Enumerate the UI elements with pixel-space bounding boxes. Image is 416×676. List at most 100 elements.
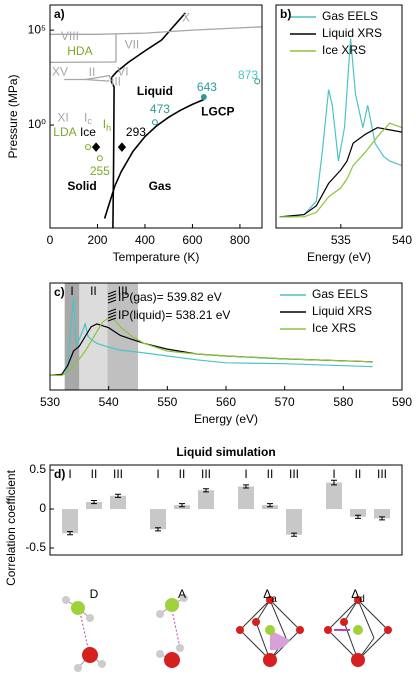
atom-center [353,625,363,635]
group-label: I [332,467,335,481]
spectrum-line [50,317,373,376]
bar [110,495,126,510]
octahedron-edge [255,599,271,623]
state-point [91,142,101,152]
x-tick-label: 550 [157,395,177,409]
annotation: 873 [238,68,258,82]
annotation: Ih [103,117,111,133]
x-axis-label: Energy (eV) [194,412,258,426]
region-label: I [70,284,73,298]
state-point [200,94,207,101]
atom-o [340,618,348,626]
state-point [151,119,158,126]
octahedron-edge [357,599,375,639]
bar [286,509,302,535]
y-tick-label: 10⁵ [28,22,46,36]
ip-marker [107,314,117,319]
panel: 535 540 Gas EELS Liquid XRS Ice XRS b) Energy … [275,4,412,264]
bar [150,509,166,530]
annotation-subscript: c [87,117,92,127]
annotation: Solid [67,179,96,193]
bar [238,486,254,510]
annotation: X [182,10,190,24]
chart-title: Liquid simulation [176,445,275,459]
group-label: I [244,467,247,481]
error-bar [379,516,385,521]
spectrum-line [50,297,373,376]
annotation: VIII [61,29,79,43]
region-label: III [118,284,128,298]
octahedron-edge [269,599,287,639]
atom-center [265,625,275,635]
category-label: D [90,587,99,601]
atom-o-donor [71,601,85,615]
state-point [96,155,103,162]
x-tick-label: 560 [216,395,236,409]
atom-o [266,596,274,604]
group-label: III [201,467,211,481]
octahedron-edge [343,599,359,623]
atom-o [351,653,365,667]
x-tick-label: 535 [331,233,351,247]
annotation: Ice [80,125,96,139]
annotation: VI [117,64,128,78]
error-bar [91,499,97,505]
ip-marker [107,299,117,304]
annotation: 643 [197,80,217,94]
error-bar [67,531,73,536]
group-label: II [179,467,186,481]
atom-o [82,647,98,663]
spectrum-line [279,122,402,218]
atom-o [236,626,244,634]
plot-area [50,12,262,228]
bar [198,490,214,510]
bar [86,502,102,510]
y-tick-label: 0.5 [29,462,46,476]
legend-label: Gas EELS [312,287,368,301]
atom-h [86,614,94,622]
error-bar [203,488,209,493]
category-subscript: a [271,594,277,605]
y-axis-label: Correlation coefficient [4,469,18,586]
x-tick-label: 590 [392,395,412,409]
legend-label: Gas EELS [322,9,378,23]
error-bar [115,493,121,498]
spectrum-line [279,38,402,218]
panel-label: d) [54,467,65,481]
annotation: Liquid [137,84,173,98]
group-label: III [113,467,123,481]
state-point [254,78,261,85]
state-point [84,144,91,151]
error-bar [291,532,297,537]
error-bar [267,503,273,508]
legend-label: Ice XRS [312,321,356,335]
plot-area [279,38,402,218]
category-label: A [178,587,186,601]
atom-o [164,652,180,668]
x-tick-label: 540 [392,233,412,247]
panel-label: c) [54,285,65,299]
plot-frame [275,4,403,229]
bar [374,509,390,519]
group-label: I [156,467,159,481]
annotation: 293 [126,125,146,139]
annotation: 255 [90,164,110,178]
x-tick-label: 400 [135,233,155,247]
molecule-d [62,596,106,672]
annotation-subscript: h [106,123,111,133]
category-subscript: d [359,594,365,605]
error-bar [155,527,161,532]
x-tick-label: 600 [182,233,202,247]
y-tick-label: -0.5 [25,540,46,554]
atom-h [156,650,164,658]
x-tick-label: 570 [275,395,295,409]
annotation: II [89,65,96,79]
y-tick-label: 0 [39,501,46,515]
atom-o-acceptor [165,598,179,612]
atom-h [176,644,184,652]
x-tick-label: 0 [47,233,54,247]
phase-boundary [110,12,186,228]
annotation: LDA [53,125,76,139]
atom-h [180,594,188,602]
annotation: III [111,74,121,88]
